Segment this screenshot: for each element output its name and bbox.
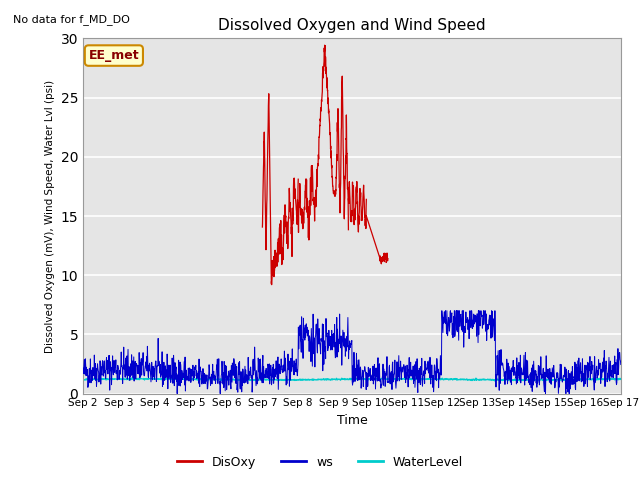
- Legend: DisOxy, ws, WaterLevel: DisOxy, ws, WaterLevel: [172, 451, 468, 474]
- Text: EE_met: EE_met: [88, 49, 140, 62]
- X-axis label: Time: Time: [337, 414, 367, 427]
- Y-axis label: Dissolved Oxygen (mV), Wind Speed, Water Lvl (psi): Dissolved Oxygen (mV), Wind Speed, Water…: [45, 79, 55, 353]
- Title: Dissolved Oxygen and Wind Speed: Dissolved Oxygen and Wind Speed: [218, 18, 486, 33]
- Text: No data for f_MD_DO: No data for f_MD_DO: [13, 14, 130, 25]
